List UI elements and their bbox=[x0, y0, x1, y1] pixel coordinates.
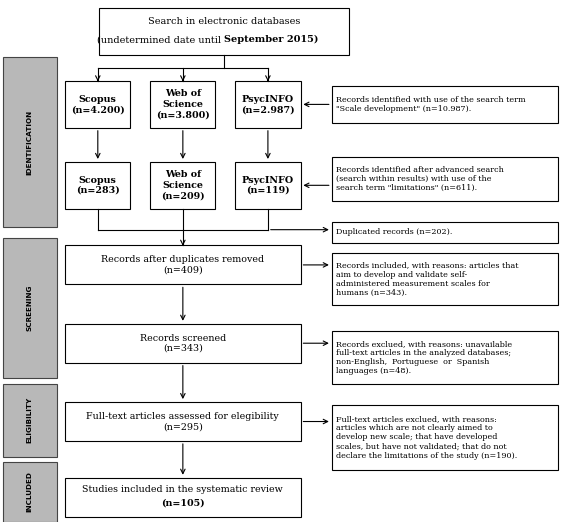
Text: Duplicated records (n=202).: Duplicated records (n=202). bbox=[336, 228, 452, 236]
Text: PsycINFO
(n=2.987): PsycINFO (n=2.987) bbox=[241, 94, 295, 114]
Bar bbox=[99, 8, 349, 55]
Bar bbox=[65, 478, 301, 517]
Text: Records included, with reasons: articles that
aim to develop and validate self-
: Records included, with reasons: articles… bbox=[336, 262, 519, 297]
Text: Web of
Science
(n=209): Web of Science (n=209) bbox=[161, 170, 205, 200]
Text: SCREENING: SCREENING bbox=[27, 284, 33, 331]
Text: (undetermined date until September 2015): (undetermined date until September 2015) bbox=[117, 35, 331, 44]
Text: PsycINFO
(n=119): PsycINFO (n=119) bbox=[242, 175, 294, 195]
Text: (undetermined date until: (undetermined date until bbox=[97, 35, 224, 44]
Text: Scopus
(n=283): Scopus (n=283) bbox=[76, 175, 120, 195]
Bar bbox=[332, 222, 558, 243]
Text: Records exclued, with reasons: unavailable
full-text articles in the analyzed da: Records exclued, with reasons: unavailab… bbox=[336, 340, 513, 375]
Bar bbox=[150, 162, 215, 209]
Bar bbox=[332, 86, 558, 123]
Text: Scopus
(n=4.200): Scopus (n=4.200) bbox=[71, 94, 125, 114]
Bar bbox=[65, 324, 301, 363]
Bar bbox=[65, 81, 130, 128]
Bar bbox=[150, 81, 215, 128]
Bar bbox=[332, 405, 558, 470]
Text: Web of
Science
(n=3.800): Web of Science (n=3.800) bbox=[156, 89, 210, 120]
Bar bbox=[332, 331, 558, 384]
Bar bbox=[235, 81, 301, 128]
Bar bbox=[332, 253, 558, 305]
Text: Records screened
(n=343): Records screened (n=343) bbox=[139, 334, 226, 353]
Text: Full-text articles exclued, with reasons:
articles which are not clearly aimed t: Full-text articles exclued, with reasons… bbox=[336, 415, 518, 459]
Text: (n=105): (n=105) bbox=[161, 499, 205, 508]
Bar bbox=[65, 245, 301, 284]
Text: Studies included in the systematic review: Studies included in the systematic revie… bbox=[82, 485, 284, 494]
Text: Search in electronic databases: Search in electronic databases bbox=[148, 17, 300, 27]
Text: Full-text articles assessed for elegibility
(n=295): Full-text articles assessed for elegibil… bbox=[87, 412, 279, 431]
Bar bbox=[332, 157, 558, 201]
Text: Records identified with use of the search term
"Scale development" (n=10.987).: Records identified with use of the searc… bbox=[336, 96, 526, 113]
Bar bbox=[65, 162, 130, 209]
Text: IDENTIFICATION: IDENTIFICATION bbox=[27, 110, 33, 175]
Text: September 2015): September 2015) bbox=[224, 35, 318, 44]
Bar bbox=[3, 462, 57, 522]
Text: INCLUDED: INCLUDED bbox=[27, 471, 33, 513]
Bar bbox=[235, 162, 301, 209]
Text: Records identified after advanced search
(search within results) with use of the: Records identified after advanced search… bbox=[336, 165, 504, 192]
Bar bbox=[3, 238, 57, 378]
Bar bbox=[3, 384, 57, 457]
Text: Records after duplicates removed
(n=409): Records after duplicates removed (n=409) bbox=[101, 255, 264, 275]
Bar bbox=[3, 57, 57, 227]
Text: ELIGIBILITY: ELIGIBILITY bbox=[27, 397, 33, 443]
Bar bbox=[65, 402, 301, 441]
